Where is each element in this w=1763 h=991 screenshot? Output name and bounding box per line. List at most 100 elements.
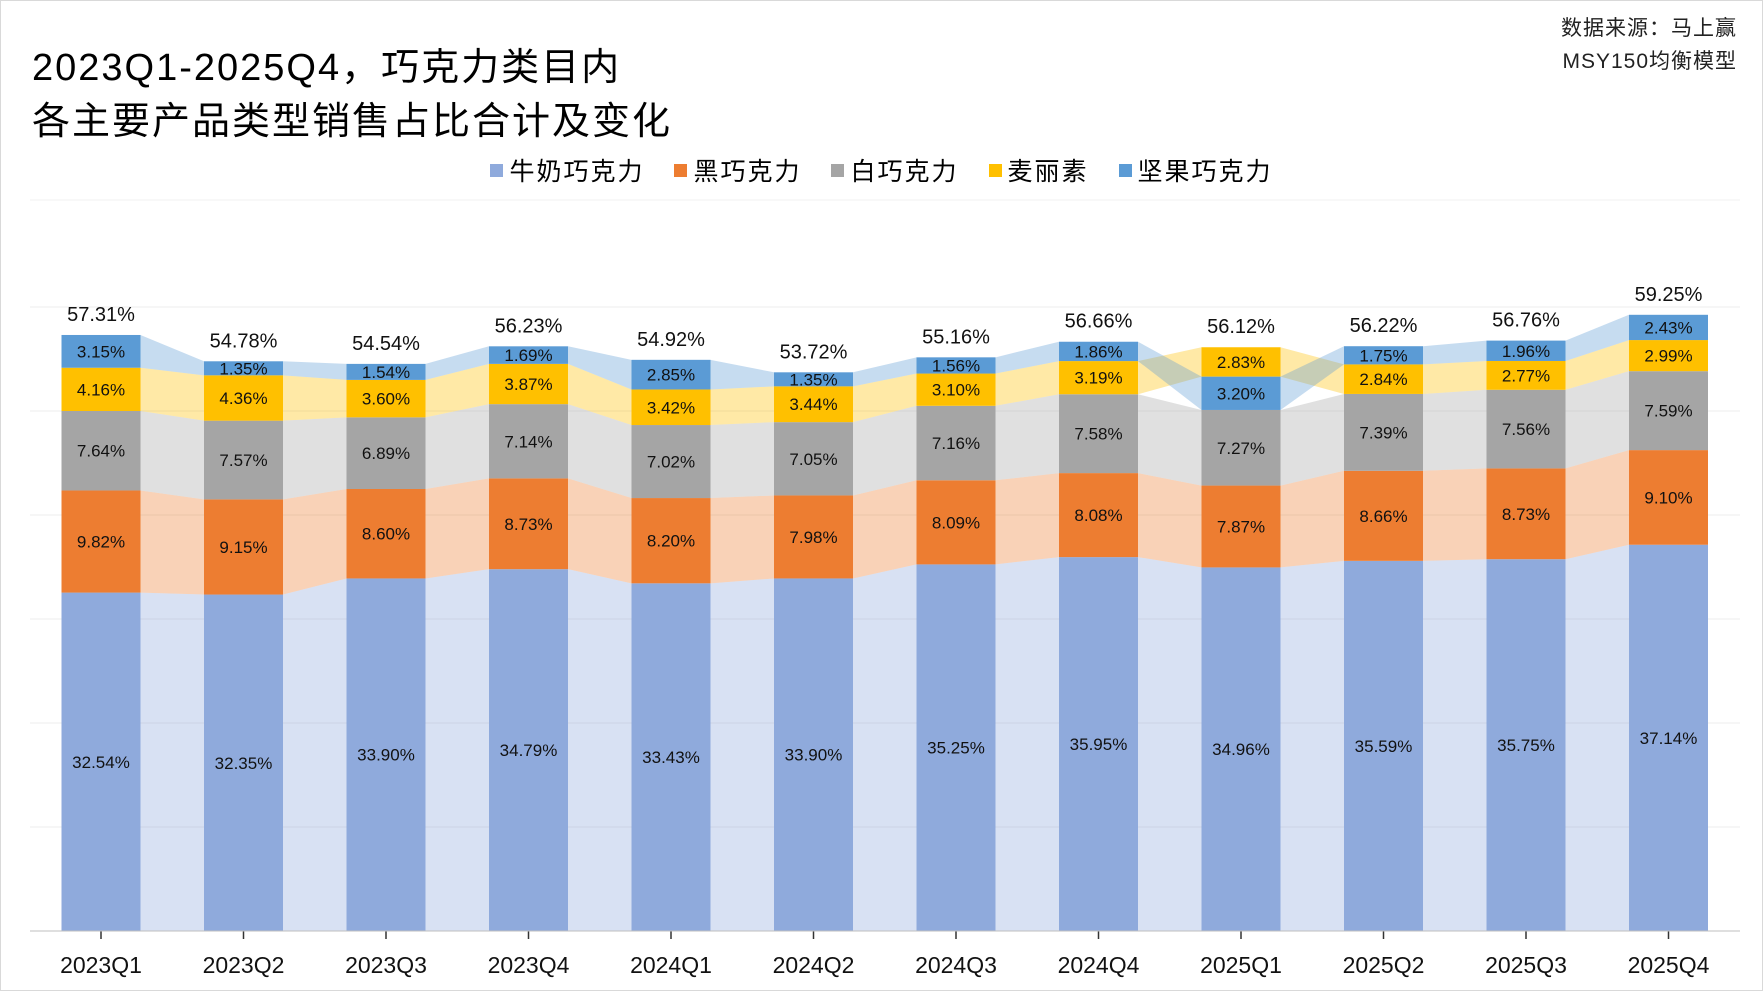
total-label: 56.76% — [1492, 310, 1560, 332]
total-label: 56.22% — [1350, 315, 1418, 337]
legend-item-dark: 黑巧克力 — [674, 152, 801, 188]
legend-item-white: 白巧克力 — [831, 152, 958, 188]
bar-segment — [631, 389, 711, 426]
bar-segment — [1344, 364, 1423, 394]
bar-segment — [346, 489, 426, 579]
connector-band — [1423, 468, 1487, 561]
connector-band — [710, 578, 774, 931]
bar-segment — [346, 363, 426, 380]
data-label: 7.27% — [1217, 439, 1265, 458]
connector-band — [1423, 340, 1487, 365]
data-label: 1.35% — [789, 370, 837, 389]
x-tick-label: 2023Q3 — [345, 952, 427, 978]
connector-band — [1565, 314, 1629, 361]
bar-segment — [61, 592, 141, 931]
connector-band — [283, 361, 347, 380]
data-label: 35.59% — [1355, 737, 1413, 756]
connector-band — [425, 569, 489, 931]
x-tick-label: 2024Q1 — [630, 952, 712, 978]
connector-band — [1138, 473, 1202, 568]
bar-segment — [1059, 341, 1138, 362]
data-label: 3.15% — [77, 342, 125, 361]
data-label: 7.39% — [1359, 423, 1407, 442]
connector-band — [995, 394, 1059, 481]
legend: 牛奶巧克力 黑巧克力 白巧克力 麦丽素 坚果巧克力 — [0, 152, 1763, 188]
connector-band — [1280, 347, 1344, 394]
bar-segment — [346, 379, 426, 418]
bar-segment — [1201, 376, 1281, 410]
x-tick-label: 2024Q2 — [773, 952, 855, 978]
data-label: 8.66% — [1359, 507, 1407, 526]
total-label: 56.12% — [1207, 316, 1275, 338]
bar-segment — [1059, 361, 1138, 395]
data-label: 1.35% — [219, 359, 267, 378]
data-label: 37.14% — [1640, 729, 1698, 748]
legend-label: 牛奶巧克力 — [509, 158, 645, 186]
connector-band — [1565, 340, 1629, 390]
connector-band — [568, 569, 632, 931]
bar-segment — [204, 420, 283, 500]
bar-segment — [1629, 371, 1708, 451]
connector-band — [425, 346, 489, 380]
connector-band — [710, 495, 774, 584]
connector-band — [425, 478, 489, 579]
legend-label: 麦丽素 — [1007, 158, 1089, 186]
data-label: 34.96% — [1212, 740, 1270, 759]
data-label: 7.05% — [789, 450, 837, 469]
source-line-2: MSY150均衡模型 — [1562, 50, 1737, 73]
x-tick-label: 2023Q2 — [203, 952, 285, 978]
connector-band — [853, 373, 917, 423]
data-label: 2.77% — [1502, 366, 1550, 385]
bar-segment — [1201, 485, 1281, 568]
data-label: 35.25% — [927, 739, 985, 758]
bar-segment — [1201, 409, 1281, 486]
connector-band — [1280, 393, 1344, 486]
data-label: 7.57% — [219, 451, 267, 470]
connector-band — [995, 361, 1059, 406]
connector-band — [140, 334, 204, 376]
data-label: 1.86% — [1074, 342, 1122, 361]
bar-segment — [1486, 360, 1566, 390]
bar-segment — [1344, 393, 1423, 471]
bar-segment — [61, 367, 141, 411]
bar-segment — [1486, 559, 1566, 931]
data-label: 3.60% — [362, 390, 410, 409]
legend-item-milk: 牛奶巧克力 — [490, 152, 644, 188]
bar-segment — [916, 357, 996, 374]
data-label: 7.56% — [1502, 420, 1550, 439]
bar-segment — [631, 359, 711, 390]
bar-segment — [1486, 340, 1566, 361]
connector-band — [140, 367, 204, 421]
connector-band — [853, 405, 917, 496]
data-label: 3.42% — [647, 398, 695, 417]
legend-item-maltesers: 麦丽素 — [988, 152, 1089, 188]
bar-segment — [489, 478, 568, 570]
data-label: 9.10% — [1644, 488, 1692, 507]
connector-band — [710, 386, 774, 426]
connector-band — [1280, 560, 1344, 931]
data-label: 1.54% — [362, 363, 410, 382]
x-tick-label: 2025Q2 — [1343, 952, 1425, 978]
legend-swatch — [1118, 163, 1132, 177]
bar-segment — [774, 386, 853, 423]
data-label: 8.73% — [1502, 505, 1550, 524]
data-label: 8.60% — [362, 525, 410, 544]
data-label: 7.58% — [1074, 425, 1122, 444]
bar-segment — [346, 578, 426, 931]
data-label: 1.75% — [1359, 346, 1407, 365]
connector-band — [853, 357, 917, 387]
bar-segment — [916, 373, 996, 406]
x-tick-label: 2025Q4 — [1628, 952, 1710, 978]
bar-segment — [1344, 470, 1423, 561]
bar-segment — [204, 361, 283, 376]
total-label: 54.54% — [352, 333, 420, 355]
bar-segment — [1344, 346, 1423, 365]
data-label: 7.98% — [789, 528, 837, 547]
legend-swatch — [831, 163, 845, 177]
total-label: 54.78% — [210, 330, 278, 352]
bar-segment — [1629, 544, 1708, 931]
x-tick-label: 2024Q4 — [1058, 952, 1140, 978]
data-label: 9.15% — [219, 538, 267, 557]
legend-item-nut: 坚果巧克力 — [1118, 152, 1273, 188]
